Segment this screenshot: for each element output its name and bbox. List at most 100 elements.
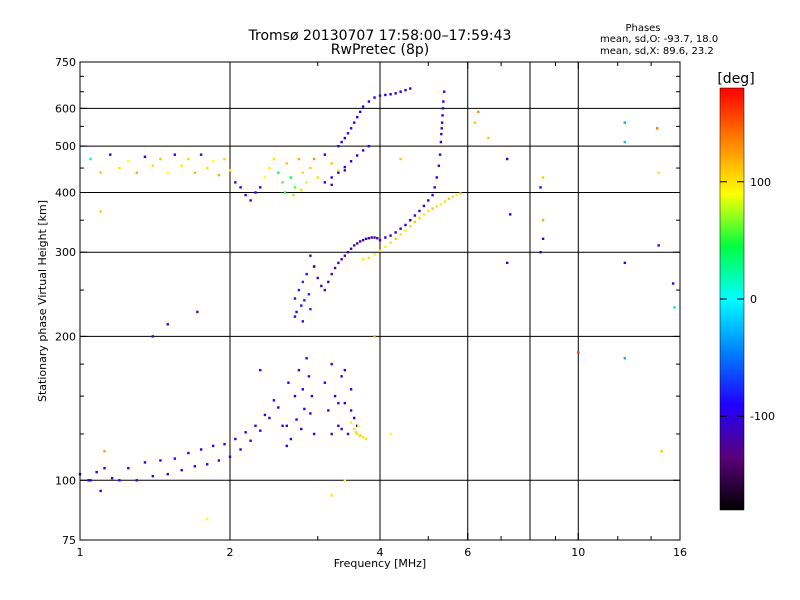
- data-point: [272, 157, 276, 161]
- data-point: [323, 181, 327, 184]
- colorbar-tick-label: 100: [750, 176, 771, 189]
- data-point: [305, 357, 308, 360]
- data-point: [287, 381, 290, 384]
- data-point: [352, 121, 356, 124]
- data-point: [541, 237, 545, 241]
- data-point: [103, 466, 106, 470]
- y-tick-label: 200: [55, 330, 76, 343]
- data-point: [355, 432, 359, 436]
- y-tick-label: 300: [55, 246, 76, 259]
- data-point: [301, 320, 305, 323]
- data-point: [349, 127, 353, 130]
- data-point: [99, 210, 102, 213]
- data-point: [441, 114, 444, 117]
- data-point: [330, 362, 333, 366]
- data-point: [327, 280, 330, 284]
- data-point: [352, 416, 356, 420]
- data-point: [384, 236, 387, 239]
- y-axis-label: Stationary phase Virtual Height [km]: [36, 200, 49, 402]
- data-point: [199, 153, 203, 156]
- data-point: [349, 421, 353, 424]
- data-point: [409, 87, 412, 90]
- data-point: [340, 427, 343, 431]
- data-point: [340, 375, 343, 378]
- data-point: [404, 223, 407, 227]
- data-point: [228, 169, 232, 172]
- data-point: [135, 479, 138, 482]
- data-point: [373, 253, 376, 256]
- data-point: [343, 368, 347, 372]
- data-point: [373, 335, 376, 338]
- data-point: [283, 191, 287, 194]
- data-point: [389, 241, 392, 244]
- data-point: [399, 157, 402, 161]
- data-point: [349, 247, 353, 250]
- data-point: [657, 171, 660, 174]
- data-point: [301, 388, 305, 391]
- data-point: [352, 244, 356, 247]
- data-point: [409, 225, 412, 228]
- data-point: [316, 276, 319, 280]
- data-point: [357, 424, 360, 428]
- data-point: [355, 242, 359, 245]
- data-point: [384, 93, 387, 97]
- data-point: [539, 186, 542, 189]
- data-point: [118, 166, 121, 170]
- data-point: [118, 479, 121, 482]
- data-point: [234, 181, 237, 184]
- data-point: [373, 96, 376, 99]
- data-point: [399, 233, 402, 236]
- data-point: [285, 162, 288, 165]
- chart-title-line1: Tromsø 20130707 17:58:00–17:59:43: [248, 28, 512, 44]
- data-point: [447, 197, 451, 201]
- data-point: [333, 266, 337, 270]
- data-point: [671, 282, 675, 285]
- data-point: [409, 219, 412, 222]
- data-point: [508, 213, 512, 216]
- data-point: [320, 284, 323, 288]
- data-point: [295, 310, 298, 314]
- data-point: [327, 409, 330, 412]
- data-point: [487, 136, 490, 140]
- data-point: [254, 191, 257, 194]
- data-point: [300, 188, 303, 192]
- data-point: [455, 193, 458, 197]
- data-point: [422, 204, 426, 208]
- data-point: [384, 245, 387, 248]
- data-point: [439, 203, 443, 206]
- data-point: [305, 181, 308, 184]
- data-point: [346, 132, 350, 135]
- y-tick-label: 400: [55, 186, 76, 199]
- data-point: [343, 169, 347, 172]
- data-point: [249, 439, 252, 442]
- data-point: [103, 450, 106, 453]
- data-point: [440, 132, 443, 136]
- data-point: [135, 171, 138, 174]
- data-points-layer: [78, 87, 676, 521]
- data-point: [418, 209, 421, 213]
- data-point: [660, 450, 663, 453]
- data-point: [577, 351, 580, 354]
- data-point: [376, 236, 379, 240]
- colorbar-ticks: 100 0 -100: [720, 176, 775, 423]
- data-point: [244, 193, 247, 197]
- data-point: [413, 214, 417, 217]
- data-point: [539, 251, 542, 254]
- data-point: [451, 195, 455, 198]
- data-point: [244, 431, 247, 434]
- data-point: [187, 157, 190, 161]
- data-point: [127, 160, 130, 163]
- data-point: [399, 227, 402, 230]
- data-point: [330, 176, 333, 179]
- data-point: [151, 474, 155, 478]
- data-point: [437, 164, 441, 167]
- data-point: [378, 238, 382, 242]
- data-point: [346, 251, 350, 254]
- data-point: [159, 157, 162, 161]
- x-tick-label: 1: [77, 546, 84, 559]
- data-point: [418, 216, 421, 220]
- data-point: [337, 144, 340, 148]
- data-point: [268, 416, 271, 420]
- data-point: [143, 461, 147, 464]
